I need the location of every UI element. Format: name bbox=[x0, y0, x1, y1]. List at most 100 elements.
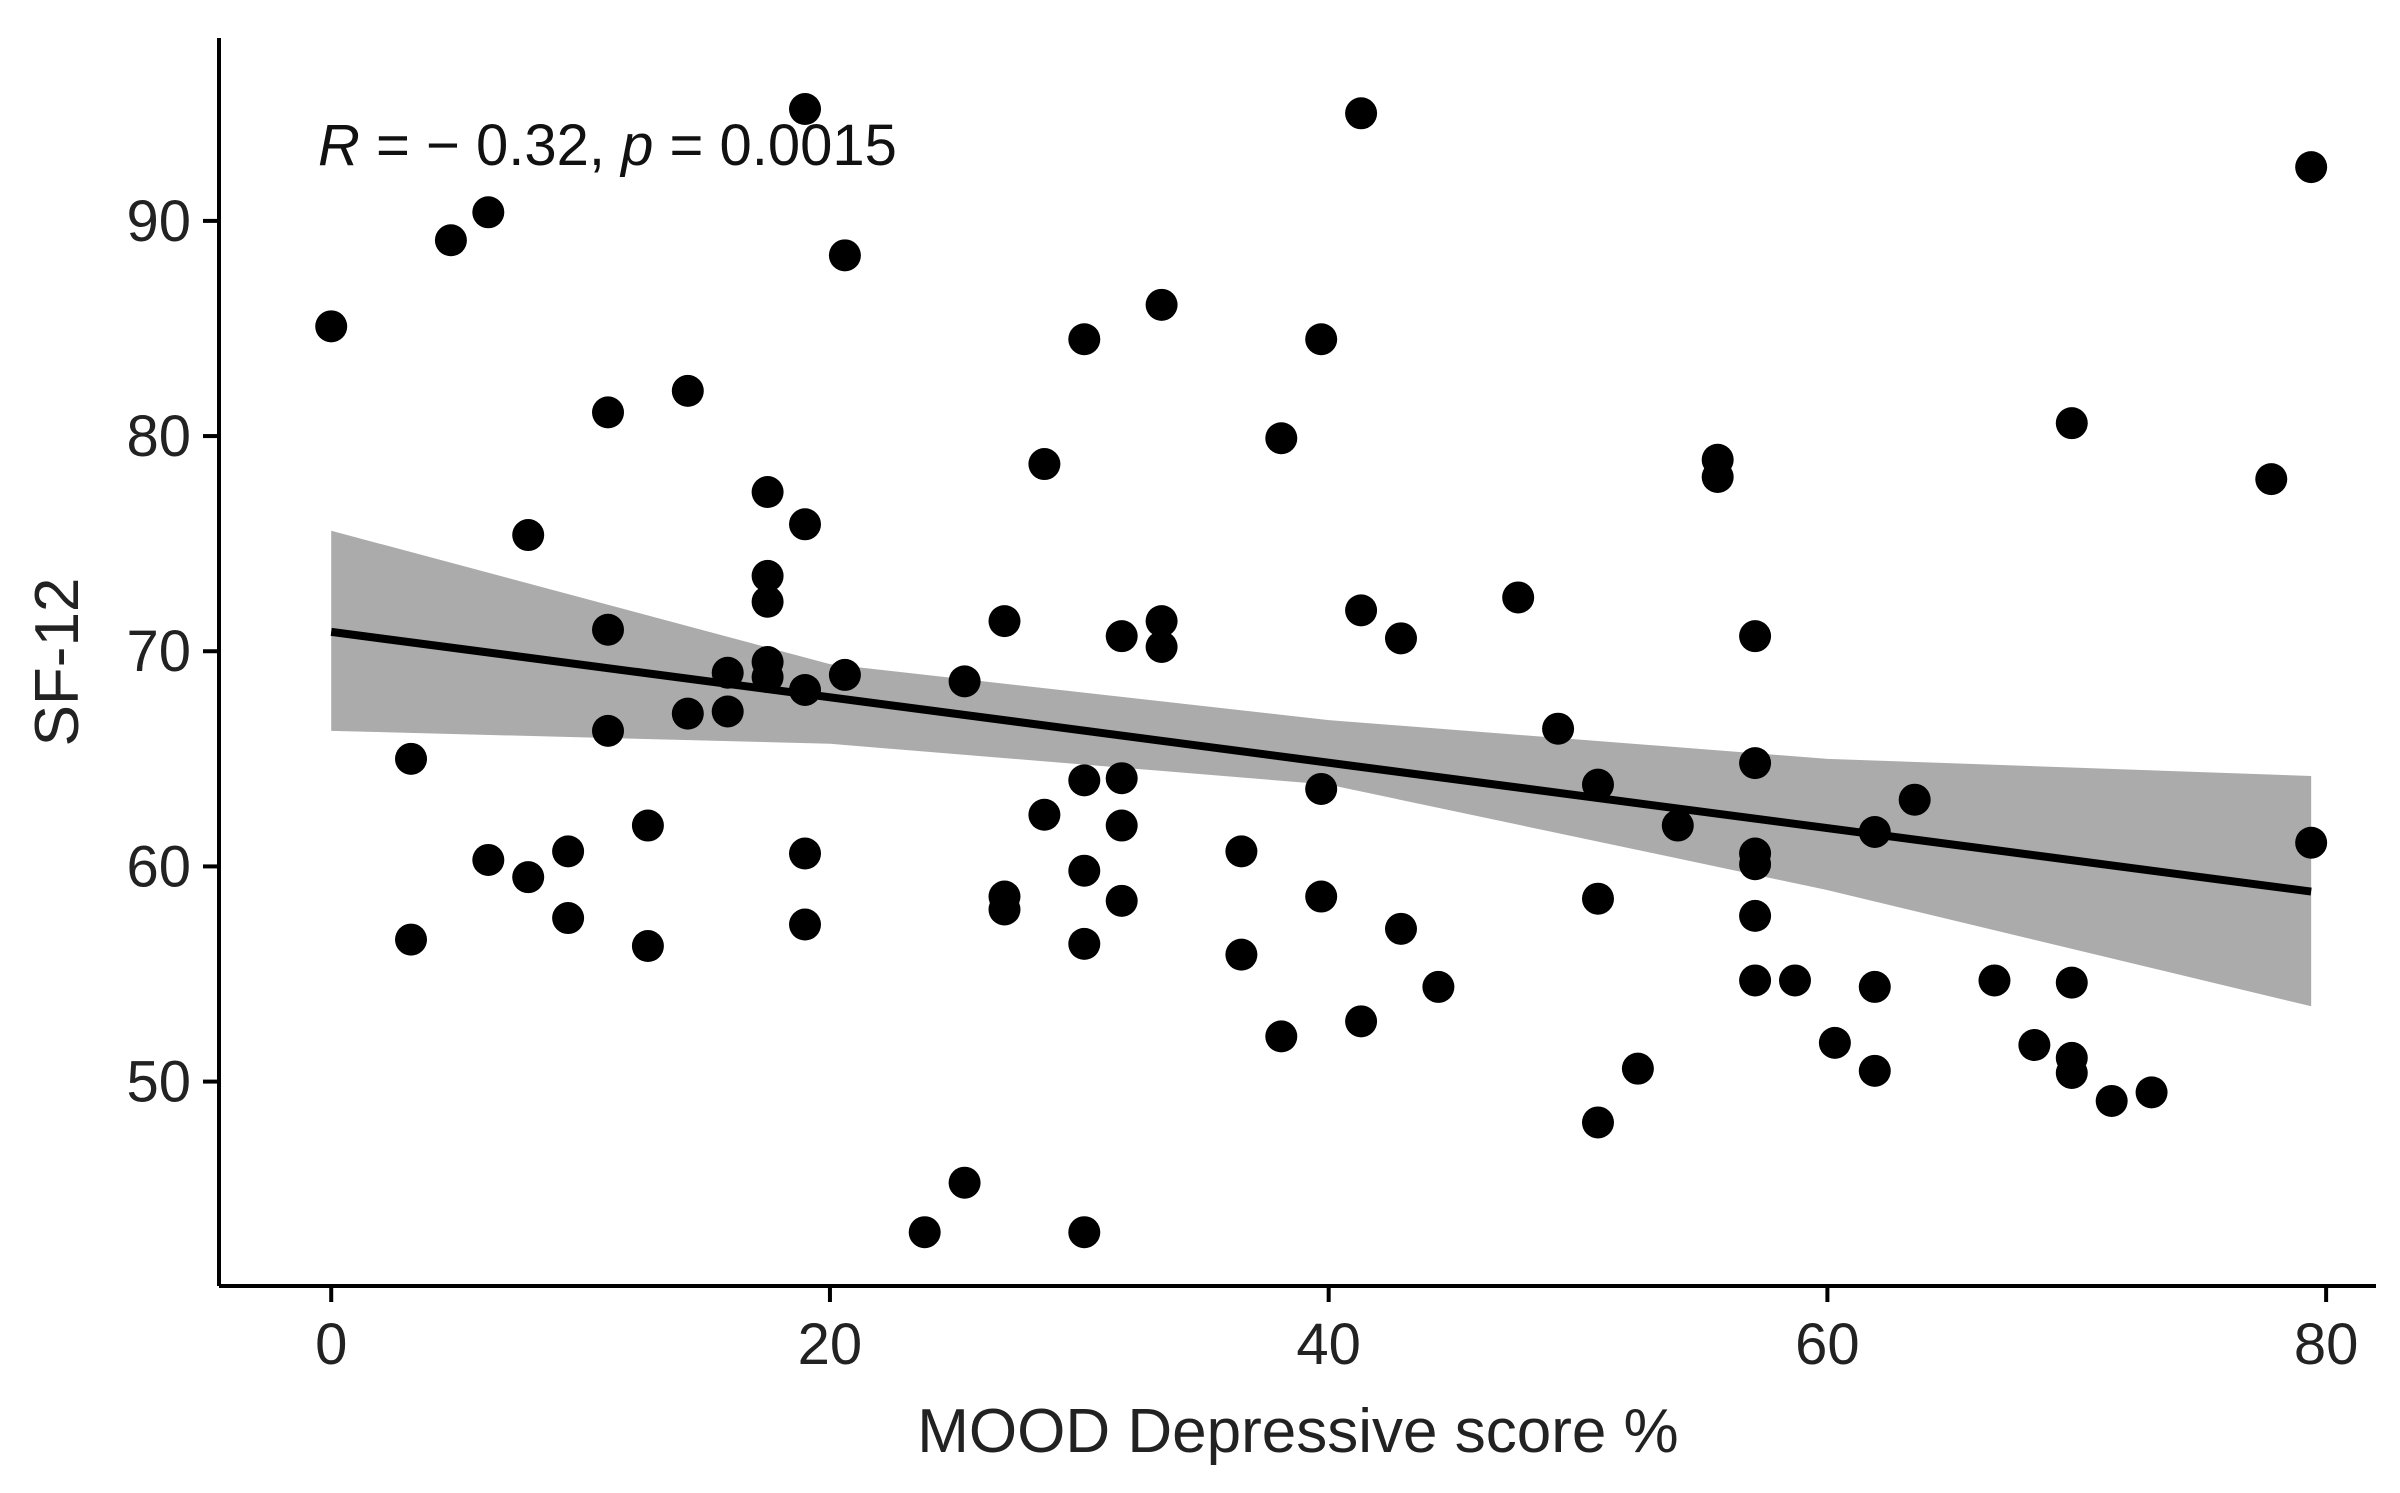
data-point bbox=[789, 908, 822, 941]
data-point bbox=[1105, 809, 1138, 842]
data-point bbox=[512, 519, 545, 552]
confidence-band bbox=[331, 530, 2312, 1007]
data-point bbox=[828, 658, 861, 691]
data-point bbox=[1739, 620, 1772, 653]
data-point bbox=[1105, 762, 1138, 795]
data-point bbox=[1384, 622, 1417, 655]
data-point bbox=[828, 239, 861, 272]
data-point bbox=[1305, 772, 1338, 805]
data-point bbox=[1621, 1052, 1654, 1085]
data-point bbox=[1581, 768, 1614, 801]
data-point bbox=[789, 508, 822, 541]
x-axis-title: MOOD Depressive score % bbox=[917, 1397, 1678, 1466]
data-point bbox=[908, 1216, 941, 1249]
data-point bbox=[1502, 581, 1535, 614]
data-point bbox=[948, 1166, 981, 1199]
data-point bbox=[512, 861, 545, 894]
data-point bbox=[988, 605, 1021, 638]
data-point bbox=[1739, 747, 1772, 780]
data-point bbox=[789, 673, 822, 706]
data-point bbox=[1225, 835, 1258, 868]
p-symbol: p bbox=[619, 113, 653, 178]
data-point bbox=[751, 559, 784, 592]
data-point bbox=[1068, 764, 1101, 797]
correlation-annotation: R = − 0.32, p = 0.0015 bbox=[318, 113, 897, 178]
data-point bbox=[1818, 1026, 1851, 1059]
data-point bbox=[631, 809, 664, 842]
y-axis-title: SF-12 bbox=[23, 578, 92, 747]
data-point bbox=[1581, 882, 1614, 915]
data-point bbox=[1898, 783, 1931, 816]
data-point bbox=[1225, 938, 1258, 971]
data-point bbox=[1265, 1020, 1298, 1053]
x-tick-label: 40 bbox=[1296, 1312, 1361, 1377]
data-point bbox=[592, 714, 625, 747]
data-point bbox=[1068, 927, 1101, 960]
data-point bbox=[1105, 620, 1138, 653]
y-tick-label: 50 bbox=[126, 1050, 191, 1115]
p-value-text: = 0.0015 bbox=[653, 113, 897, 178]
x-ticks-layer: 0 20 40 60 80 bbox=[315, 1286, 2358, 1377]
y-ticks-layer: 50 60 70 80 90 bbox=[126, 189, 219, 1115]
data-point bbox=[751, 585, 784, 618]
data-point bbox=[2055, 407, 2088, 440]
data-point bbox=[751, 661, 784, 694]
data-point bbox=[1858, 970, 1891, 1003]
data-point bbox=[1105, 884, 1138, 917]
data-point bbox=[2295, 151, 2328, 184]
data-point bbox=[1739, 899, 1772, 932]
data-point bbox=[988, 893, 1021, 926]
data-point bbox=[1384, 912, 1417, 945]
data-point bbox=[472, 196, 505, 229]
data-point bbox=[1701, 460, 1734, 493]
data-point bbox=[472, 843, 505, 876]
r-value-text: = − 0.32, bbox=[360, 113, 621, 178]
data-point bbox=[1581, 1106, 1614, 1139]
data-point bbox=[1068, 854, 1101, 887]
data-point bbox=[789, 93, 822, 126]
data-point bbox=[751, 476, 784, 509]
axes-layer bbox=[217, 38, 2376, 1288]
data-point bbox=[434, 224, 467, 257]
data-point bbox=[1739, 848, 1772, 881]
x-tick-label: 20 bbox=[798, 1312, 863, 1377]
data-point bbox=[315, 310, 348, 343]
data-point bbox=[395, 742, 428, 775]
y-tick-label: 70 bbox=[126, 619, 191, 684]
data-point bbox=[1858, 815, 1891, 848]
x-tick-label: 80 bbox=[2294, 1312, 2359, 1377]
data-point bbox=[1028, 448, 1061, 481]
x-tick-label: 0 bbox=[315, 1312, 347, 1377]
y-tick-label: 60 bbox=[126, 834, 191, 899]
confidence-band-layer bbox=[331, 530, 2312, 1007]
data-point bbox=[1345, 594, 1378, 627]
data-point bbox=[2018, 1029, 2051, 1062]
data-point bbox=[1265, 422, 1298, 455]
data-point bbox=[2055, 966, 2088, 999]
data-point bbox=[1305, 323, 1338, 356]
data-point bbox=[1305, 880, 1338, 913]
data-point bbox=[948, 665, 981, 698]
y-tick-label: 80 bbox=[126, 404, 191, 469]
regression-line-layer bbox=[330, 627, 2312, 896]
data-point bbox=[1345, 97, 1378, 130]
data-point bbox=[2295, 826, 2328, 859]
data-point bbox=[2055, 1056, 2088, 1089]
y-tick-label: 90 bbox=[126, 189, 191, 254]
data-point bbox=[1145, 605, 1178, 638]
data-point bbox=[2095, 1084, 2128, 1117]
data-point bbox=[1661, 809, 1694, 842]
data-point bbox=[592, 396, 625, 429]
data-point bbox=[1422, 970, 1455, 1003]
data-point bbox=[789, 837, 822, 870]
data-point bbox=[671, 374, 704, 407]
data-point bbox=[1145, 630, 1178, 663]
data-point bbox=[711, 695, 744, 728]
data-point bbox=[552, 902, 585, 935]
data-point bbox=[2135, 1076, 2168, 1109]
data-point bbox=[671, 697, 704, 730]
data-point bbox=[1978, 964, 2011, 997]
data-point bbox=[1028, 798, 1061, 831]
data-point bbox=[1145, 288, 1178, 321]
